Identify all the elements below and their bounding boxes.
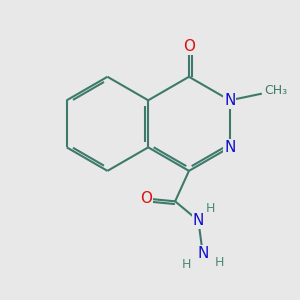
Text: N: N bbox=[197, 246, 208, 261]
Text: H: H bbox=[182, 259, 191, 272]
Text: CH₃: CH₃ bbox=[265, 84, 288, 98]
Text: H: H bbox=[215, 256, 224, 269]
Text: O: O bbox=[183, 39, 195, 54]
Text: N: N bbox=[193, 213, 204, 228]
Text: N: N bbox=[224, 93, 236, 108]
Text: H: H bbox=[206, 202, 215, 215]
Text: N: N bbox=[224, 140, 236, 155]
Text: O: O bbox=[140, 191, 152, 206]
